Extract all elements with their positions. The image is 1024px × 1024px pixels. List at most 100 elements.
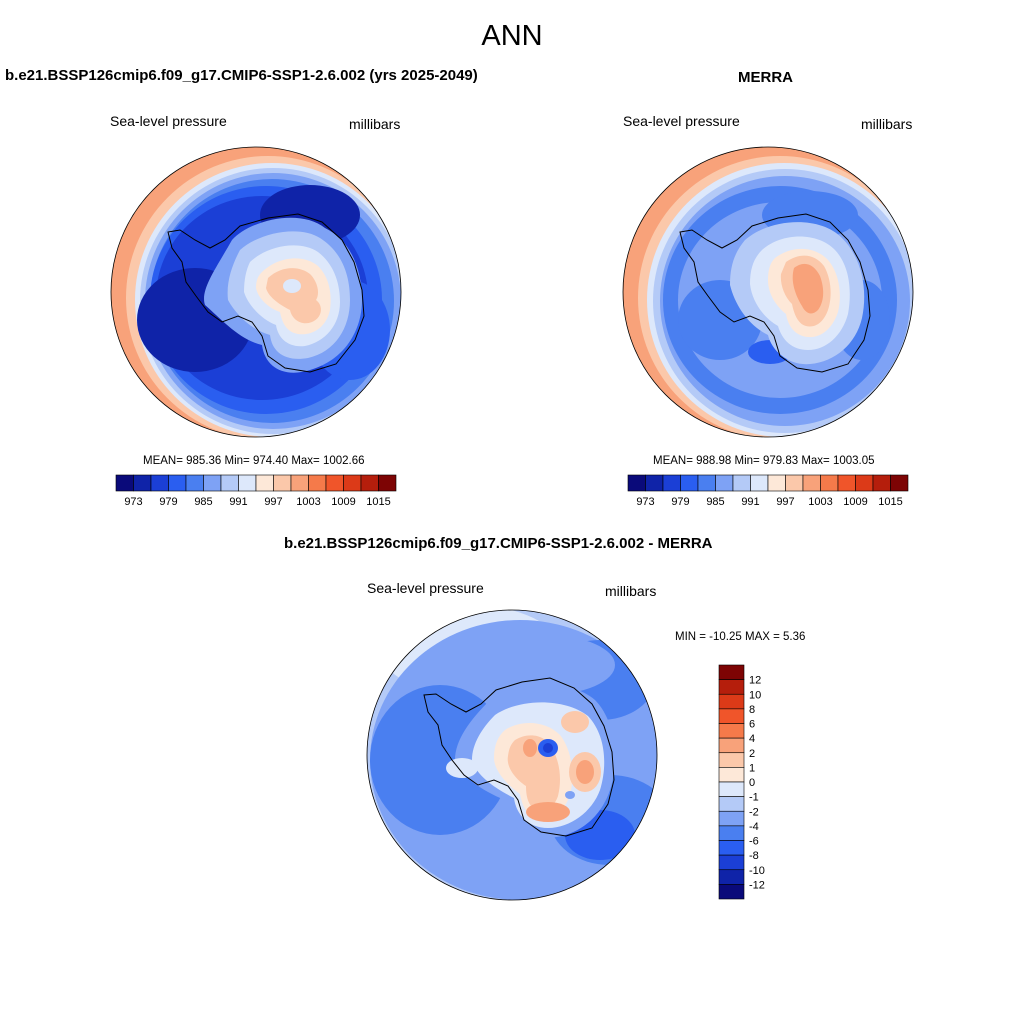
colorbar-1-tick-label: 1003 — [296, 496, 320, 508]
colorbar-2-tick-label: 1003 — [808, 496, 832, 508]
colorbar-3-tick-label: -1 — [749, 792, 759, 804]
map-3-border — [366, 609, 658, 901]
colorbar-3-tick-label: -2 — [749, 806, 759, 818]
colorbar-3-swatch — [718, 781, 745, 797]
colorbar-1-tick-label: 1009 — [331, 496, 355, 508]
colorbar-3-tick-label: 6 — [749, 719, 755, 731]
colorbar-1-swatch — [115, 474, 134, 492]
colorbar-2-tick-label: 973 — [636, 496, 654, 508]
colorbar-2-tick-label: 1009 — [843, 496, 867, 508]
colorbar-2-tick-label: 991 — [741, 496, 759, 508]
colorbar-3-tick-label: 8 — [749, 704, 755, 716]
colorbar-1-swatch — [220, 474, 239, 492]
colorbar-2: 973 979 985 991 997 1003 1009 1015 — [627, 474, 909, 508]
colorbar-2-swatch — [785, 474, 804, 492]
map-1-slp-model — [111, 147, 401, 437]
colorbar-3-swatch — [718, 767, 745, 783]
colorbar-1-swatch — [150, 474, 169, 492]
colorbar-3-swatch — [718, 679, 745, 695]
colorbar-1-swatch — [238, 474, 257, 492]
colorbar-1-tick-label: 973 — [124, 496, 142, 508]
colorbar-3-swatch — [718, 796, 745, 812]
colorbar-3-tick-label: 12 — [749, 675, 761, 687]
colorbar-2-swatch — [645, 474, 664, 492]
colorbar-2-swatch — [680, 474, 699, 492]
panel-2-units: millibars — [861, 116, 913, 132]
map-3-slp-difference — [367, 610, 657, 900]
colorbar-1-tick-label: 997 — [264, 496, 282, 508]
colorbar-1-swatch — [203, 474, 222, 492]
colorbar-2-swatch — [820, 474, 839, 492]
colorbar-1-swatch — [273, 474, 292, 492]
season-title: ANN — [481, 20, 543, 52]
colorbar-3-swatch — [718, 825, 745, 841]
colorbar-2-tick-label: 979 — [671, 496, 689, 508]
colorbar-2-tick-label: 1015 — [878, 496, 902, 508]
colorbar-1-swatch — [308, 474, 327, 492]
colorbar-2-swatch — [890, 474, 909, 492]
colorbar-1-swatch — [360, 474, 379, 492]
colorbar-1-swatch — [343, 474, 362, 492]
colorbar-2-swatch — [750, 474, 769, 492]
colorbar-3-swatch — [718, 708, 745, 724]
panel-2-stats: MEAN= 988.98 Min= 979.83 Max= 1003.05 — [653, 455, 875, 467]
colorbar-2-swatch — [837, 474, 856, 492]
panel-3-variable: Sea-level pressure — [367, 580, 484, 596]
colorbar-3-swatch — [718, 723, 745, 739]
colorbar-2-swatch — [627, 474, 646, 492]
colorbar-1-swatch — [290, 474, 309, 492]
colorbar-2-swatch — [855, 474, 874, 492]
colorbar-1-swatch — [255, 474, 274, 492]
panel-1-units: millibars — [349, 116, 401, 132]
colorbar-3-swatch — [718, 840, 745, 856]
colorbar-3-swatch — [718, 884, 745, 900]
colorbar-2-swatch — [802, 474, 821, 492]
colorbar-3-swatch — [718, 810, 745, 827]
colorbar-3-tick-label: -6 — [749, 836, 759, 848]
colorbar-3-tick-label: 2 — [749, 748, 755, 760]
colorbar-1: 973 979 985 991 997 1003 1009 1015 — [115, 474, 397, 508]
map-1-border — [110, 146, 402, 438]
panel-3-title: b.e21.BSSP126cmip6.f09_g17.CMIP6-SSP1-2.… — [284, 535, 713, 552]
colorbar-1-tick-label: 979 — [159, 496, 177, 508]
colorbar-3-swatch — [718, 869, 745, 885]
colorbar-1-tick-label: 985 — [194, 496, 212, 508]
colorbar-2-swatch — [697, 474, 716, 492]
map-2-slp-merra — [623, 147, 913, 437]
colorbar-3-swatch — [718, 854, 745, 871]
colorbar-3-swatch — [718, 752, 745, 768]
colorbar-3-tick-label: -4 — [749, 821, 759, 833]
panel-3-units: millibars — [605, 583, 657, 599]
colorbar-3-tick-label: -8 — [749, 850, 759, 862]
colorbar-1-tick-label: 991 — [229, 496, 247, 508]
map-2-border — [622, 146, 914, 438]
colorbar-1-swatch — [133, 474, 152, 492]
colorbar-2-swatch — [872, 474, 891, 492]
colorbar-3-tick-label: -10 — [749, 865, 765, 877]
colorbar-1-tick-label: 1015 — [366, 496, 390, 508]
colorbar-3-tick-label: 4 — [749, 733, 755, 745]
panel-1-variable: Sea-level pressure — [110, 113, 227, 129]
colorbar-2-tick-label: 997 — [776, 496, 794, 508]
colorbar-1-swatch — [168, 474, 187, 492]
panel-1-stats: MEAN= 985.36 Min= 974.40 Max= 1002.66 — [143, 455, 365, 467]
colorbar-2-tick-label: 985 — [706, 496, 724, 508]
colorbar-3-swatch — [718, 664, 745, 680]
colorbar-3-swatch — [718, 737, 745, 754]
colorbar-2-swatch — [715, 474, 734, 492]
panel-2-variable: Sea-level pressure — [623, 113, 740, 129]
colorbar-3-tick-label: 10 — [749, 689, 761, 701]
colorbar-2-swatch — [732, 474, 751, 492]
colorbar-2-swatch — [767, 474, 786, 492]
panel-3-stats: MIN = -10.25 MAX = 5.36 — [675, 631, 806, 643]
colorbar-3-swatch — [718, 693, 745, 710]
colorbar-2-swatch — [662, 474, 681, 492]
colorbar-3-tick-label: 0 — [749, 777, 755, 789]
panel-1-title: b.e21.BSSP126cmip6.f09_g17.CMIP6-SSP1-2.… — [5, 67, 478, 84]
colorbar-1-swatch — [378, 474, 397, 492]
panel-2-title: MERRA — [738, 69, 793, 86]
colorbar-1-swatch — [325, 474, 344, 492]
colorbar-1-swatch — [185, 474, 204, 492]
